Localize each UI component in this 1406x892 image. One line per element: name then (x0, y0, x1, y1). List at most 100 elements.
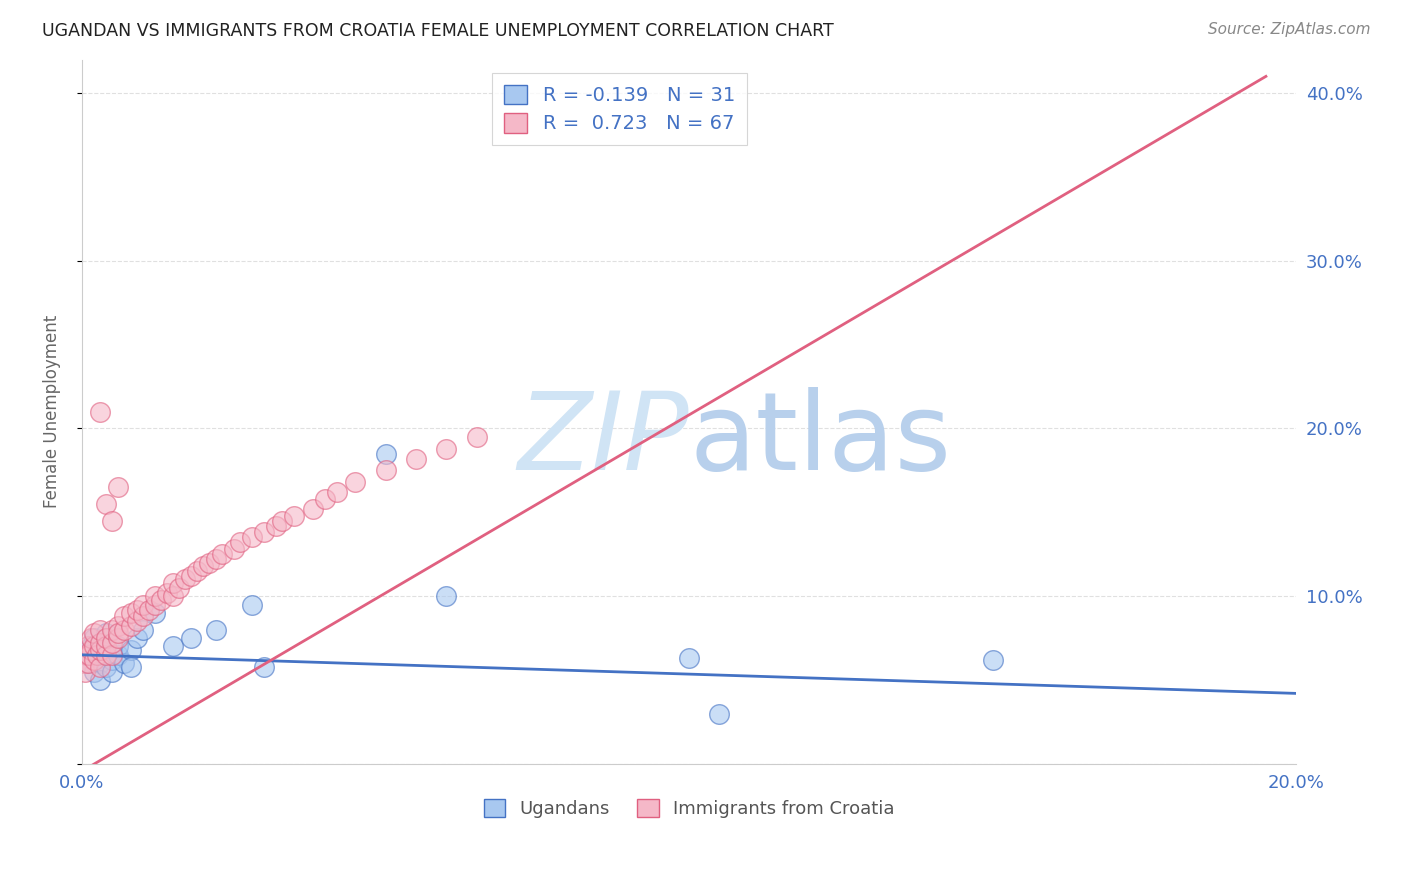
Point (96, 631, 118, 645)
Point (89, 636, 111, 650)
Text: ZIP: ZIP (517, 387, 689, 492)
Point (76, 648, 98, 662)
Point (180, 631, 202, 645)
Point (89, 657, 111, 671)
Point (131, 598, 153, 612)
Point (264, 518, 287, 533)
Point (162, 575, 184, 590)
Point (253, 525, 276, 540)
Point (283, 508, 305, 523)
Text: UGANDAN VS IMMIGRANTS FROM CROATIA FEMALE UNEMPLOYMENT CORRELATION CHART: UGANDAN VS IMMIGRANTS FROM CROATIA FEMAL… (42, 22, 834, 40)
Point (80, 642, 103, 657)
Point (96, 640, 118, 654)
Point (89, 642, 111, 657)
Point (86, 642, 108, 657)
Point (314, 491, 336, 506)
Point (149, 592, 172, 607)
Point (89, 673, 111, 687)
Point (204, 552, 226, 566)
Point (101, 665, 124, 679)
Point (709, 706, 731, 721)
Point (326, 485, 349, 500)
Point (301, 502, 323, 516)
Point (83, 665, 105, 679)
Point (374, 447, 396, 461)
Legend: Ugandans, Immigrants from Croatia: Ugandans, Immigrants from Croatia (477, 791, 901, 825)
Point (101, 648, 124, 662)
Point (83, 626, 105, 640)
Point (96, 497, 118, 511)
Point (678, 651, 700, 665)
Point (80, 640, 103, 654)
Point (253, 659, 276, 673)
Point (167, 581, 190, 595)
Point (198, 556, 221, 570)
Point (180, 569, 202, 583)
Point (229, 535, 252, 549)
Point (114, 609, 136, 624)
Point (89, 623, 111, 637)
Point (114, 657, 136, 671)
Point (73, 648, 96, 662)
Point (222, 542, 245, 557)
Point (101, 653, 124, 667)
Point (240, 598, 263, 612)
Point (96, 659, 118, 673)
Point (77, 657, 100, 671)
Point (89, 636, 111, 650)
Point (107, 619, 129, 633)
Point (96, 626, 118, 640)
Point (101, 514, 124, 528)
Point (125, 615, 148, 629)
Point (107, 631, 129, 645)
Point (138, 602, 160, 616)
Point (107, 626, 129, 640)
Point (204, 623, 226, 637)
Point (107, 648, 129, 662)
Point (193, 558, 215, 573)
Point (107, 480, 129, 494)
Y-axis label: Female Unemployment: Female Unemployment (44, 315, 60, 508)
Point (77, 657, 100, 671)
Point (374, 463, 396, 477)
Point (125, 602, 148, 616)
Point (120, 619, 142, 633)
Point (73, 657, 96, 671)
Point (465, 430, 488, 444)
Point (143, 589, 166, 603)
Point (89, 405, 111, 419)
Point (77, 648, 100, 662)
Point (89, 659, 111, 673)
Point (405, 451, 427, 466)
Point (143, 606, 166, 620)
Point (83, 653, 105, 667)
Point (83, 640, 105, 654)
Point (156, 586, 179, 600)
Point (344, 475, 367, 490)
Point (120, 659, 142, 673)
Point (96, 648, 118, 662)
Point (101, 623, 124, 637)
Point (73, 665, 96, 679)
Point (114, 623, 136, 637)
Point (101, 636, 124, 650)
Point (186, 564, 208, 578)
Point (162, 589, 184, 603)
Point (77, 640, 100, 654)
Point (80, 631, 103, 645)
Point (981, 653, 1004, 667)
Point (120, 642, 142, 657)
Point (131, 623, 153, 637)
Point (434, 589, 457, 603)
Text: Source: ZipAtlas.com: Source: ZipAtlas.com (1208, 22, 1371, 37)
Point (434, 442, 457, 456)
Point (174, 573, 197, 587)
Point (162, 640, 184, 654)
Point (120, 606, 142, 620)
Point (211, 547, 233, 561)
Point (86, 648, 108, 662)
Point (131, 609, 153, 624)
Text: atlas: atlas (689, 387, 950, 493)
Point (107, 640, 129, 654)
Point (143, 598, 166, 612)
